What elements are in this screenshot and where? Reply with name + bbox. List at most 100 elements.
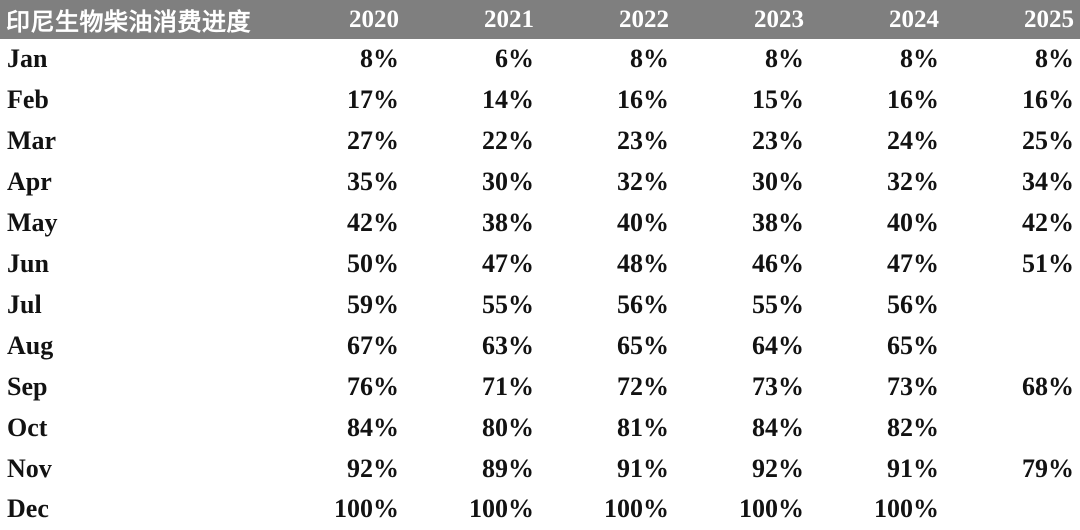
value-cell: 65% [810,325,945,367]
value-cell: 84% [675,407,810,449]
value-cell: 8% [810,39,945,80]
value-cell: 16% [810,79,945,121]
table-header: 印尼生物柴油消费进度 2020 2021 2022 2023 2024 2025 [0,0,1080,39]
year-column-header-2025: 2025 [945,0,1080,39]
value-cell: 80% [405,407,540,449]
table-row: Jan 8% 6% 8% 8% 8% 8% [0,39,1080,80]
value-cell: 14% [405,79,540,121]
table-row: Dec 100% 100% 100% 100% 100% [0,488,1080,530]
value-cell: 67% [270,325,405,367]
table-row: Sep 76% 71% 72% 73% 73% 68% [0,366,1080,408]
value-cell: 46% [675,243,810,285]
value-cell: 76% [270,366,405,408]
value-cell: 23% [675,120,810,162]
value-cell: 17% [270,79,405,121]
value-cell: 73% [810,366,945,408]
value-cell: 50% [270,243,405,285]
value-cell: 59% [270,284,405,326]
table-row: May 42% 38% 40% 38% 40% 42% [0,202,1080,244]
value-cell: 82% [810,407,945,449]
value-cell: 6% [405,39,540,80]
value-cell: 27% [270,120,405,162]
value-cell: 100% [405,488,540,530]
value-cell: 79% [945,448,1080,489]
value-cell: 63% [405,325,540,367]
value-cell: 24% [810,120,945,162]
table-row: Mar 27% 22% 23% 23% 24% 25% [0,120,1080,162]
value-cell: 40% [810,202,945,244]
table-row: Jul 59% 55% 56% 55% 56% [0,284,1080,326]
value-cell: 8% [675,39,810,80]
value-cell: 32% [540,161,675,203]
value-cell: 34% [945,161,1080,203]
value-cell: 92% [675,448,810,489]
year-column-header-2021: 2021 [405,0,540,39]
value-cell [945,325,1080,367]
month-label: Oct [0,407,270,449]
year-column-header-2020: 2020 [270,0,405,39]
table-row: Oct 84% 80% 81% 84% 82% [0,407,1080,449]
value-cell: 47% [810,243,945,285]
value-cell [945,488,1080,530]
month-label: Jan [0,39,270,80]
value-cell: 30% [675,161,810,203]
value-cell: 73% [675,366,810,408]
value-cell: 92% [270,448,405,489]
value-cell: 8% [540,39,675,80]
value-cell: 72% [540,366,675,408]
value-cell: 32% [810,161,945,203]
value-cell: 100% [810,488,945,530]
month-label: Nov [0,448,270,489]
value-cell: 38% [405,202,540,244]
year-column-header-2024: 2024 [810,0,945,39]
month-label: Dec [0,488,270,530]
value-cell: 91% [810,448,945,489]
value-cell: 35% [270,161,405,203]
month-label: May [0,202,270,244]
value-cell: 71% [405,366,540,408]
value-cell: 48% [540,243,675,285]
value-cell: 25% [945,120,1080,162]
value-cell: 8% [270,39,405,80]
value-cell: 100% [540,488,675,530]
value-cell: 22% [405,120,540,162]
table-row: Jun 50% 47% 48% 46% 47% 51% [0,243,1080,285]
month-label: Mar [0,120,270,162]
value-cell: 42% [945,202,1080,244]
month-label: Apr [0,161,270,203]
value-cell: 68% [945,366,1080,408]
value-cell: 23% [540,120,675,162]
value-cell: 51% [945,243,1080,285]
value-cell: 15% [675,79,810,121]
value-cell: 16% [945,79,1080,121]
value-cell [945,284,1080,326]
value-cell: 56% [810,284,945,326]
table-title: 印尼生物柴油消费进度 [0,0,270,39]
value-cell: 8% [945,39,1080,80]
value-cell: 55% [405,284,540,326]
value-cell: 42% [270,202,405,244]
value-cell: 30% [405,161,540,203]
table-row: Nov 92% 89% 91% 92% 91% 79% [0,448,1080,489]
month-label: Sep [0,366,270,408]
value-cell: 56% [540,284,675,326]
month-label: Aug [0,325,270,367]
month-label: Jun [0,243,270,285]
header-row: 印尼生物柴油消费进度 2020 2021 2022 2023 2024 2025 [0,0,1080,39]
value-cell: 91% [540,448,675,489]
value-cell: 81% [540,407,675,449]
value-cell: 89% [405,448,540,489]
table-row: Aug 67% 63% 65% 64% 65% [0,325,1080,367]
value-cell: 16% [540,79,675,121]
table-row: Feb 17% 14% 16% 15% 16% 16% [0,79,1080,121]
year-column-header-2022: 2022 [540,0,675,39]
month-label: Jul [0,284,270,326]
value-cell: 40% [540,202,675,244]
table-row: Apr 35% 30% 32% 30% 32% 34% [0,161,1080,203]
value-cell: 55% [675,284,810,326]
value-cell: 64% [675,325,810,367]
value-cell: 84% [270,407,405,449]
year-column-header-2023: 2023 [675,0,810,39]
value-cell: 100% [270,488,405,530]
